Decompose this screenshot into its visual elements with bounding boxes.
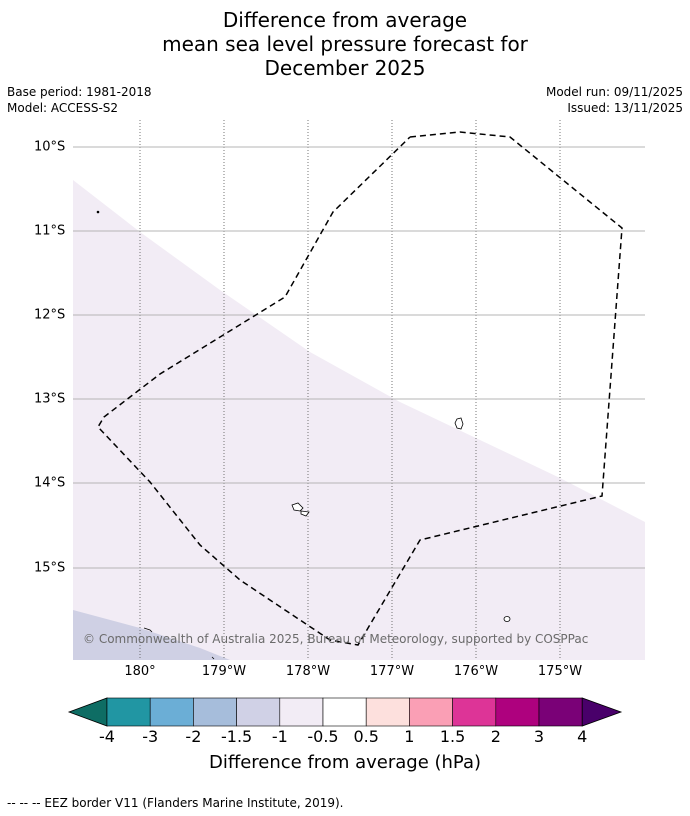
colorbar-extension-low [67,697,108,727]
anomaly-region-minus-0-5 [73,180,645,660]
colorbar-swatch [193,697,237,727]
parallels [73,146,645,569]
map-area [73,120,645,660]
colorbar-tick-label: -2 [185,727,202,746]
colorbar-swatch [538,697,583,727]
model-run: Model run: 09/11/2025 [545,85,683,99]
island-marker [454,417,464,430]
colorbar-swatch [452,697,497,727]
eez-legend-footer: -- -- -- EEZ border V11 (Flanders Marine… [7,796,344,810]
colorbar-tick-label: 3 [533,727,545,746]
model-name: Model: ACCESS-S2 [7,101,119,115]
colorbar-swatch [149,697,194,727]
colorbar-tick-label: -1.5 [220,727,253,746]
colorbar-swatch [106,697,151,727]
lon-label-179w: 179°W [201,664,247,679]
colorbar-tick-label: -1 [271,727,288,746]
lon-label-178w: 178°W [285,664,331,679]
title-line-3: December 2025 [264,56,426,80]
colorbar-swatch [495,697,540,727]
lon-label-180: 180° [124,664,156,679]
island-marker [503,616,511,622]
colorbar-extension-high [581,697,623,727]
lon-label-175w: 175°W [537,664,583,679]
colorbar-tick-label: 4 [577,727,588,746]
colorbar-swatch [279,697,324,727]
colorbar-tick-label: 1.5 [439,727,466,746]
island-marker [300,510,310,517]
lat-label-15s: 15°S [34,560,66,576]
island-marker [143,627,153,633]
chart-title: Difference from average mean sea level p… [0,8,690,80]
colorbar-swatch [236,697,281,727]
title-line-1: Difference from average [222,8,468,32]
lon-label-177w: 177°W [369,664,415,679]
colorbar-tick-label: 0.5 [353,727,379,746]
issued-date: Issued: 13/11/2025 [567,101,683,115]
colorbar-swatch [322,697,367,727]
island-marker [96,210,100,214]
colorbar [67,697,623,727]
lon-label-176w: 176°W [453,664,499,679]
colorbar-swatch [365,697,410,727]
lat-label-14s: 14°S [34,475,66,491]
colorbar-tick-label: 1 [404,727,415,746]
base-period: Base period: 1981-2018 [7,85,152,99]
islands [96,210,511,660]
lat-label-12s: 12°S [34,307,66,323]
colorbar-tick-label: 2 [490,727,501,746]
colorbar-swatch [409,697,453,727]
lat-label-11s: 11°S [34,223,66,239]
copyright-notice: © Commonwealth of Australia 2025, Bureau… [83,632,589,646]
anomaly-region-minus-1 [73,610,230,660]
colorbar-title: Difference from average (hPa) [208,752,482,773]
meta-left: Base period: 1981-2018 Model: ACCESS-S2 [7,84,152,116]
meta-right: Model run: 09/11/2025 Issued: 13/11/2025 [546,84,683,116]
colorbar-tick-label: -3 [142,727,159,746]
lat-label-13s: 13°S [34,391,66,407]
island-marker [211,656,215,660]
colorbar-tick-label: -4 [99,727,115,746]
island-marker [291,502,304,512]
colorbar-tick-label: -0.5 [307,727,339,746]
title-line-2: mean sea level pressure forecast for [162,32,528,56]
lat-label-10s: 10°S [34,139,66,155]
